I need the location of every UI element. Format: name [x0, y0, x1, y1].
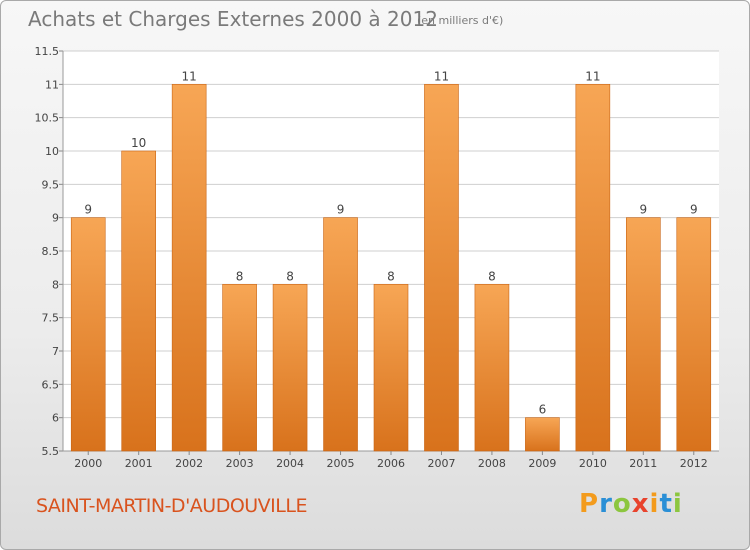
x-tick-label: 2006 [377, 457, 405, 470]
bar [121, 150, 156, 452]
bar [525, 417, 560, 452]
x-tick-label: 2003 [226, 457, 254, 470]
bar [70, 217, 106, 452]
logo-letter: i [672, 489, 683, 519]
bar [424, 84, 459, 452]
chart-unit: (en milliers d'€) [417, 14, 504, 27]
data-label: 9 [690, 203, 698, 217]
logo-letter: t [659, 489, 673, 519]
logo-letter: o [612, 489, 632, 519]
x-tick-label: 2011 [629, 457, 657, 470]
data-label: 8 [236, 269, 244, 283]
y-tick-label: 11 [45, 78, 59, 91]
bar [272, 284, 308, 452]
y-tick-label: 6.5 [42, 378, 60, 391]
y-tick-label: 6 [52, 412, 59, 425]
bar [222, 284, 257, 452]
data-label: 11 [182, 69, 197, 83]
data-label: 8 [488, 269, 496, 283]
logo-letter: x [631, 489, 650, 519]
y-tick-label: 11.5 [35, 45, 60, 58]
chart-title: Achats et Charges Externes 2000 à 2012 [28, 7, 438, 31]
bar [323, 217, 358, 452]
y-tick-label: 8 [52, 278, 59, 291]
proxiti-logo[interactable]: Proxiti [579, 489, 683, 519]
x-tick-label: 2002 [175, 457, 203, 470]
y-tick-label: 8.5 [42, 245, 60, 258]
bar [575, 84, 611, 452]
data-label: 11 [434, 69, 449, 83]
data-label: 10 [131, 136, 146, 150]
data-label: 9 [639, 203, 647, 217]
bar [626, 217, 661, 452]
data-label: 8 [286, 269, 294, 283]
commune-name: SAINT-MARTIN-D'AUDOUVILLE [36, 495, 307, 517]
x-tick-label: 2009 [528, 457, 556, 470]
y-tick-label: 5.5 [42, 445, 60, 458]
x-tick-label: 2010 [579, 457, 607, 470]
logo-letter: i [649, 489, 660, 519]
x-tick-label: 2008 [478, 457, 506, 470]
bar [474, 284, 510, 452]
y-tick-label: 7.5 [42, 312, 60, 325]
x-tick-label: 2005 [327, 457, 355, 470]
y-tick-label: 9.5 [42, 178, 60, 191]
bar [171, 84, 207, 452]
data-label: 6 [539, 403, 547, 417]
y-tick-label: 9 [52, 212, 59, 225]
x-tick-label: 2001 [125, 457, 153, 470]
logo-letter: P [579, 489, 600, 519]
bar [676, 217, 712, 452]
y-tick-label: 10.5 [35, 112, 60, 125]
data-label: 8 [387, 269, 395, 283]
x-tick-label: 2004 [276, 457, 304, 470]
data-label: 9 [337, 203, 345, 217]
y-tick-label: 10 [45, 145, 59, 158]
x-tick-label: 2012 [680, 457, 708, 470]
x-tick-label: 2007 [427, 457, 455, 470]
y-tick-label: 7 [52, 345, 59, 358]
logo-letter: r [599, 489, 613, 519]
x-tick-label: 2000 [74, 457, 102, 470]
bar [373, 284, 409, 452]
data-label: 11 [585, 69, 600, 83]
data-label: 9 [84, 203, 92, 217]
